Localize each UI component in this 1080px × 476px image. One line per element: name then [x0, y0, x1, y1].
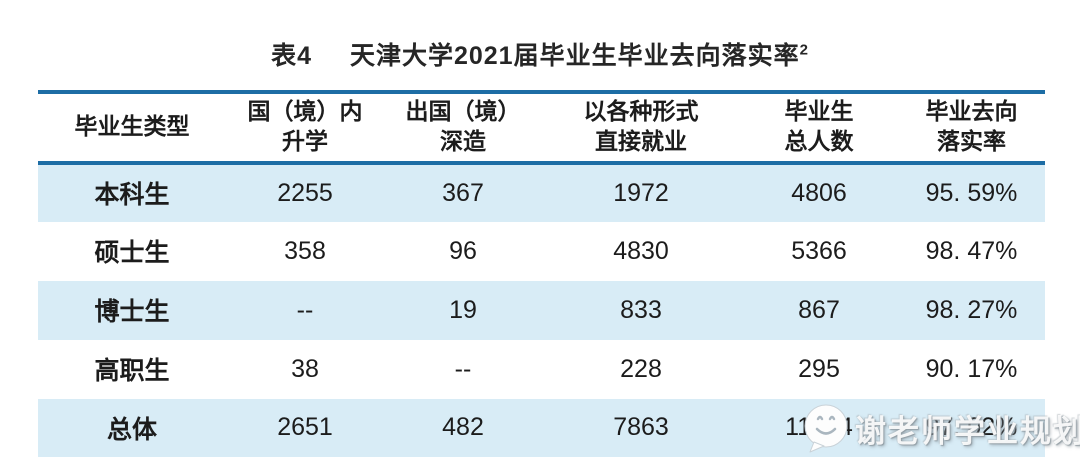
table-caption-label: 表4: [271, 42, 312, 70]
table-row-overall: 总体 2651 482 7863 11334 97. 02%: [38, 398, 1045, 457]
table-cell: 295: [798, 354, 840, 383]
row-label: 博士生: [94, 298, 170, 327]
table-cell: 95. 59%: [925, 178, 1018, 207]
table-cell: 19: [449, 295, 477, 324]
graduates-table: 毕业生类型 国（境）内 升学 出国（境） 深造 以各种形式 直接就业 毕业生 总…: [38, 90, 1045, 457]
column-header-employment-rate: 毕业去向 落实率: [898, 92, 1045, 165]
table-cell: 98. 47%: [925, 236, 1018, 265]
table-cell: 1972: [613, 178, 669, 207]
table-cell: 97. 02%: [925, 413, 1018, 442]
table-row-vocational: 高职生 38 -- 228 295 90. 17%: [38, 340, 1045, 399]
table-cell: 2255: [277, 178, 333, 207]
table-caption: 表4 天津大学2021届毕业生毕业去向落实率2: [0, 36, 1080, 72]
table-cell: 4806: [791, 178, 847, 207]
table-cell: 7863: [613, 413, 669, 442]
column-header-direct-employment: 以各种形式 直接就业: [542, 92, 740, 165]
table-cell: 96: [449, 236, 477, 265]
table-cell: 228: [620, 354, 662, 383]
table-caption-title: 天津大学2021届毕业生毕业去向落实率: [349, 42, 800, 70]
table-cell: 90. 17%: [925, 354, 1018, 383]
table-cell: --: [454, 354, 472, 383]
column-header-domestic-study: 国（境）内 升学: [226, 92, 384, 165]
table-cell: 11334: [785, 413, 853, 442]
column-header-graduate-type: 毕业生类型: [38, 92, 226, 165]
table-row-doctoral: 博士生 -- 19 833 867 98. 27%: [38, 280, 1045, 340]
table-cell: 482: [442, 413, 484, 442]
table-cell: 5366: [791, 236, 847, 265]
table-cell: 2651: [277, 413, 333, 442]
row-label: 硕士生: [94, 239, 170, 268]
table-cell: --: [296, 295, 314, 324]
table-cell: 833: [620, 295, 662, 324]
table-cell: 98. 27%: [925, 295, 1018, 324]
table-cell: 358: [284, 236, 326, 265]
column-header-abroad-study: 出国（境） 深造: [384, 92, 542, 165]
table-row-master: 硕士生 358 96 4830 5366 98. 47%: [38, 222, 1045, 281]
table-cell: 867: [798, 295, 840, 324]
row-label: 总体: [106, 415, 157, 444]
column-header-total-graduates: 毕业生 总人数: [740, 92, 898, 165]
row-label: 本科生: [94, 181, 170, 210]
table-row-undergraduate: 本科生 2255 367 1972 4806 95. 59%: [38, 162, 1045, 222]
table-header-row: 毕业生类型 国（境）内 升学 出国（境） 深造 以各种形式 直接就业 毕业生 总…: [38, 92, 1045, 165]
row-label: 高职生: [94, 357, 170, 386]
table-cell: 4830: [613, 236, 669, 265]
table-cell: 367: [442, 178, 484, 207]
table-cell: 38: [291, 354, 319, 383]
table-caption-superscript: 2: [799, 41, 809, 59]
